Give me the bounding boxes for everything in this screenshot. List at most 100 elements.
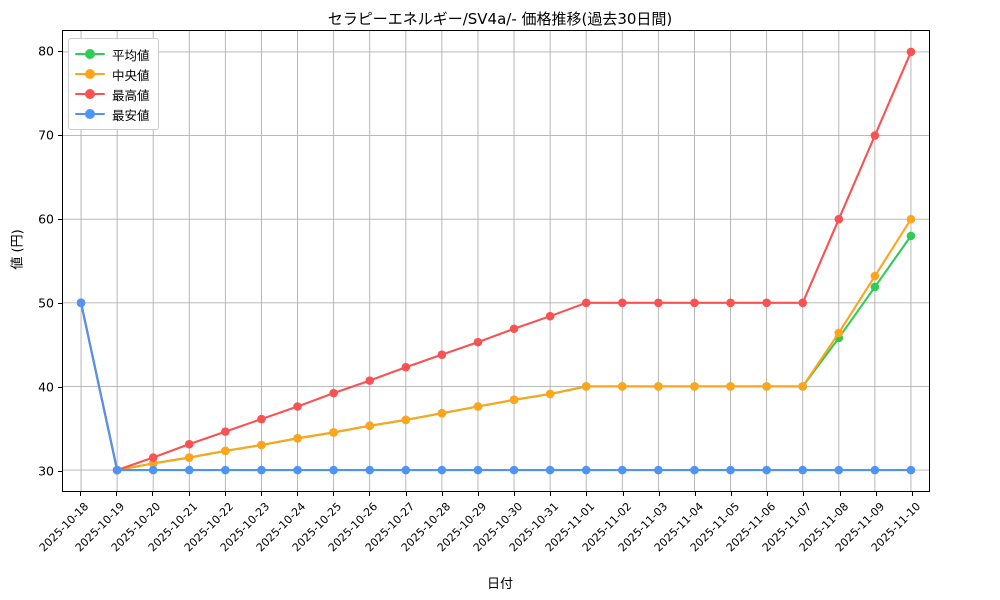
data-point xyxy=(473,402,483,411)
data-point xyxy=(257,465,266,475)
series-line xyxy=(79,301,913,472)
data-point xyxy=(726,382,735,391)
x-tick-mark xyxy=(586,492,588,496)
x-tick-mark xyxy=(839,492,841,496)
data-point xyxy=(762,382,771,391)
data-point xyxy=(618,465,627,475)
data-point xyxy=(798,465,807,475)
data-point xyxy=(148,453,158,462)
data-point xyxy=(293,465,302,475)
data-point xyxy=(618,382,627,391)
x-tick-mark xyxy=(405,492,407,496)
x-tick-mark xyxy=(297,492,299,496)
data-point xyxy=(834,465,844,475)
legend-item-1[interactable]: 平均値 xyxy=(75,44,150,64)
legend-swatch-icon xyxy=(75,67,105,81)
data-point xyxy=(798,298,807,308)
x-tick-mark xyxy=(116,492,118,496)
legend-item-3[interactable]: 最高値 xyxy=(75,84,150,104)
data-point xyxy=(906,465,916,475)
data-point xyxy=(545,389,555,399)
data-point xyxy=(690,298,699,308)
data-point xyxy=(112,465,122,475)
data-point xyxy=(401,465,411,475)
data-point xyxy=(221,465,230,475)
data-point xyxy=(690,382,699,391)
x-tick-mark xyxy=(803,492,805,496)
legend-swatch-icon xyxy=(75,107,105,121)
data-point xyxy=(870,131,880,140)
series-line xyxy=(79,218,913,472)
x-tick-mark xyxy=(333,492,335,496)
data-point xyxy=(473,337,483,347)
data-point xyxy=(293,434,302,443)
data-point xyxy=(618,298,627,308)
data-point xyxy=(509,395,519,405)
y-tick-label: 30 xyxy=(38,463,54,479)
data-point xyxy=(581,465,591,475)
data-point xyxy=(581,382,591,391)
x-tick-mark xyxy=(224,492,226,496)
data-point xyxy=(545,465,555,475)
data-point xyxy=(221,427,230,436)
chart-legend: 平均値中央値最高値 最安値 xyxy=(68,38,159,130)
data-point xyxy=(365,376,374,385)
legend-swatch-icon xyxy=(75,87,105,101)
data-point xyxy=(257,414,266,424)
data-point xyxy=(185,453,194,462)
data-point xyxy=(834,214,844,224)
data-point xyxy=(654,465,663,475)
x-tick-mark xyxy=(188,492,190,496)
data-point xyxy=(690,465,699,475)
series-line xyxy=(79,234,913,472)
data-point xyxy=(870,465,880,475)
data-point xyxy=(509,324,519,334)
data-point xyxy=(257,440,266,450)
legend-swatch-icon xyxy=(75,47,105,61)
chart-title: セラピーエネルギー/SV4a/- 価格推移(過去30日間) xyxy=(327,10,673,28)
legend-item-4[interactable]: 最安値 xyxy=(75,104,150,124)
legend-label: 最高値 xyxy=(112,87,150,103)
data-point xyxy=(401,362,411,372)
data-point xyxy=(293,402,302,411)
data-point xyxy=(473,465,483,475)
data-point xyxy=(148,459,158,468)
x-tick-mark xyxy=(550,492,552,496)
x-tick-mark xyxy=(152,492,154,496)
data-point xyxy=(365,421,374,431)
series-lines xyxy=(76,47,916,475)
data-point xyxy=(76,298,86,308)
x-tick-mark xyxy=(477,492,479,496)
data-point xyxy=(148,465,158,475)
plot-svg xyxy=(63,31,929,491)
x-tick-mark xyxy=(441,492,443,496)
x-tick-label: 2025-10-18 xyxy=(36,500,92,555)
data-point xyxy=(329,428,338,437)
x-axis-label: 日付 xyxy=(486,577,513,592)
data-point xyxy=(654,298,663,308)
data-point xyxy=(509,465,519,475)
data-point xyxy=(221,446,230,456)
x-tick-mark xyxy=(875,492,877,496)
data-point xyxy=(906,47,916,57)
data-point xyxy=(329,388,338,398)
data-point xyxy=(762,465,771,475)
x-tick-mark xyxy=(369,492,371,496)
data-point xyxy=(654,382,663,391)
data-point xyxy=(906,214,916,224)
x-tick-mark xyxy=(80,492,82,496)
plot-area xyxy=(62,30,930,492)
y-axis-label: 値 (円) xyxy=(10,229,26,270)
x-tick-mark xyxy=(514,492,516,496)
data-point xyxy=(329,465,338,475)
legend-item-2[interactable]: 中央値 xyxy=(75,64,150,84)
data-point xyxy=(834,328,844,338)
y-tick-label: 80 xyxy=(38,43,54,59)
data-point xyxy=(581,298,591,308)
series-line xyxy=(79,50,913,472)
x-tick-mark xyxy=(622,492,624,496)
x-tick-mark xyxy=(658,492,660,496)
data-point xyxy=(545,311,555,321)
legend-label: 中央値 xyxy=(112,67,150,83)
